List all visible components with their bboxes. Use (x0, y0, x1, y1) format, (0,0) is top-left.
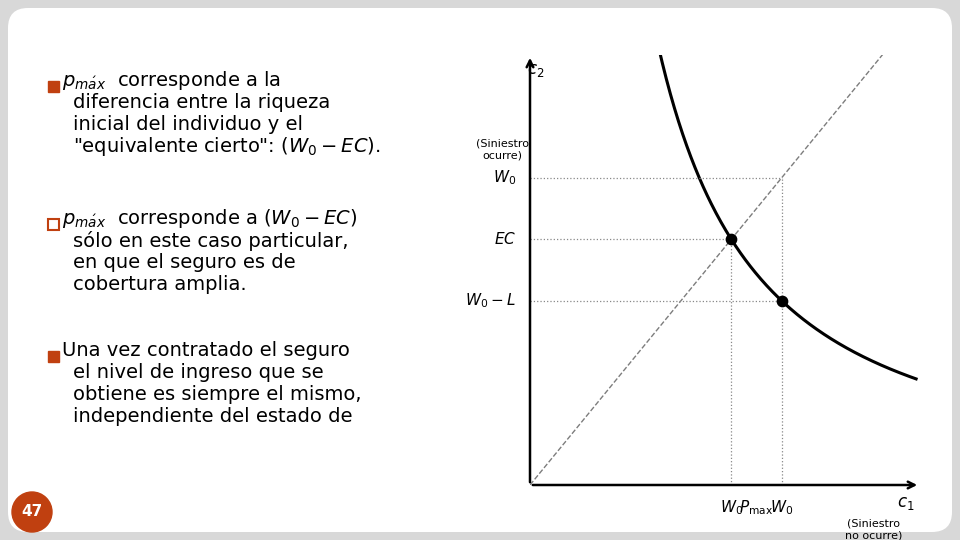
Text: en que el seguro es de: en que el seguro es de (73, 253, 296, 273)
Text: independiente del estado de: independiente del estado de (73, 408, 352, 427)
Text: $W_0-L$: $W_0-L$ (466, 292, 516, 310)
Text: $p_{m\acute{a}x}$  corresponde a $(W_0 - EC)$: $p_{m\acute{a}x}$ corresponde a $(W_0 - … (62, 207, 357, 231)
Text: obtiene es siempre el mismo,: obtiene es siempre el mismo, (73, 386, 362, 404)
Text: 47: 47 (21, 504, 42, 519)
Text: $EC$: $EC$ (493, 231, 516, 247)
Text: $c_2$: $c_2$ (527, 62, 544, 79)
Text: Una vez contratado el seguro: Una vez contratado el seguro (62, 341, 349, 361)
Circle shape (12, 492, 52, 532)
Text: (Siniestro
ocurre): (Siniestro ocurre) (476, 139, 529, 160)
Text: $W_0$: $W_0$ (770, 498, 793, 517)
Point (774, 296, 789, 305)
Text: inicial del individuo y el: inicial del individuo y el (73, 116, 303, 134)
Text: cobertura amplia.: cobertura amplia. (73, 275, 247, 294)
Text: $p_{m\acute{a}x}$  corresponde a la: $p_{m\acute{a}x}$ corresponde a la (62, 70, 281, 92)
Bar (48, 81, 59, 92)
Text: el nivel de ingreso que se: el nivel de ingreso que se (73, 363, 324, 382)
Text: $W_0$: $W_0$ (492, 168, 516, 187)
Text: $P_{\rm max}$: $P_{\rm max}$ (739, 498, 774, 517)
Text: $W_0$: $W_0$ (720, 498, 743, 517)
Text: diferencia entre la riqueza: diferencia entre la riqueza (73, 93, 330, 112)
Text: "equivalente cierto": $(W_0 - EC)$.: "equivalente cierto": $(W_0 - EC)$. (73, 136, 380, 159)
Bar (48, 351, 59, 362)
Bar (48, 219, 59, 230)
Text: $c_1$: $c_1$ (897, 495, 914, 512)
FancyBboxPatch shape (8, 8, 952, 532)
Text: sólo en este caso particular,: sólo en este caso particular, (73, 231, 348, 251)
Point (724, 235, 739, 244)
Text: (Siniestro
no ocurre): (Siniestro no ocurre) (845, 519, 901, 540)
